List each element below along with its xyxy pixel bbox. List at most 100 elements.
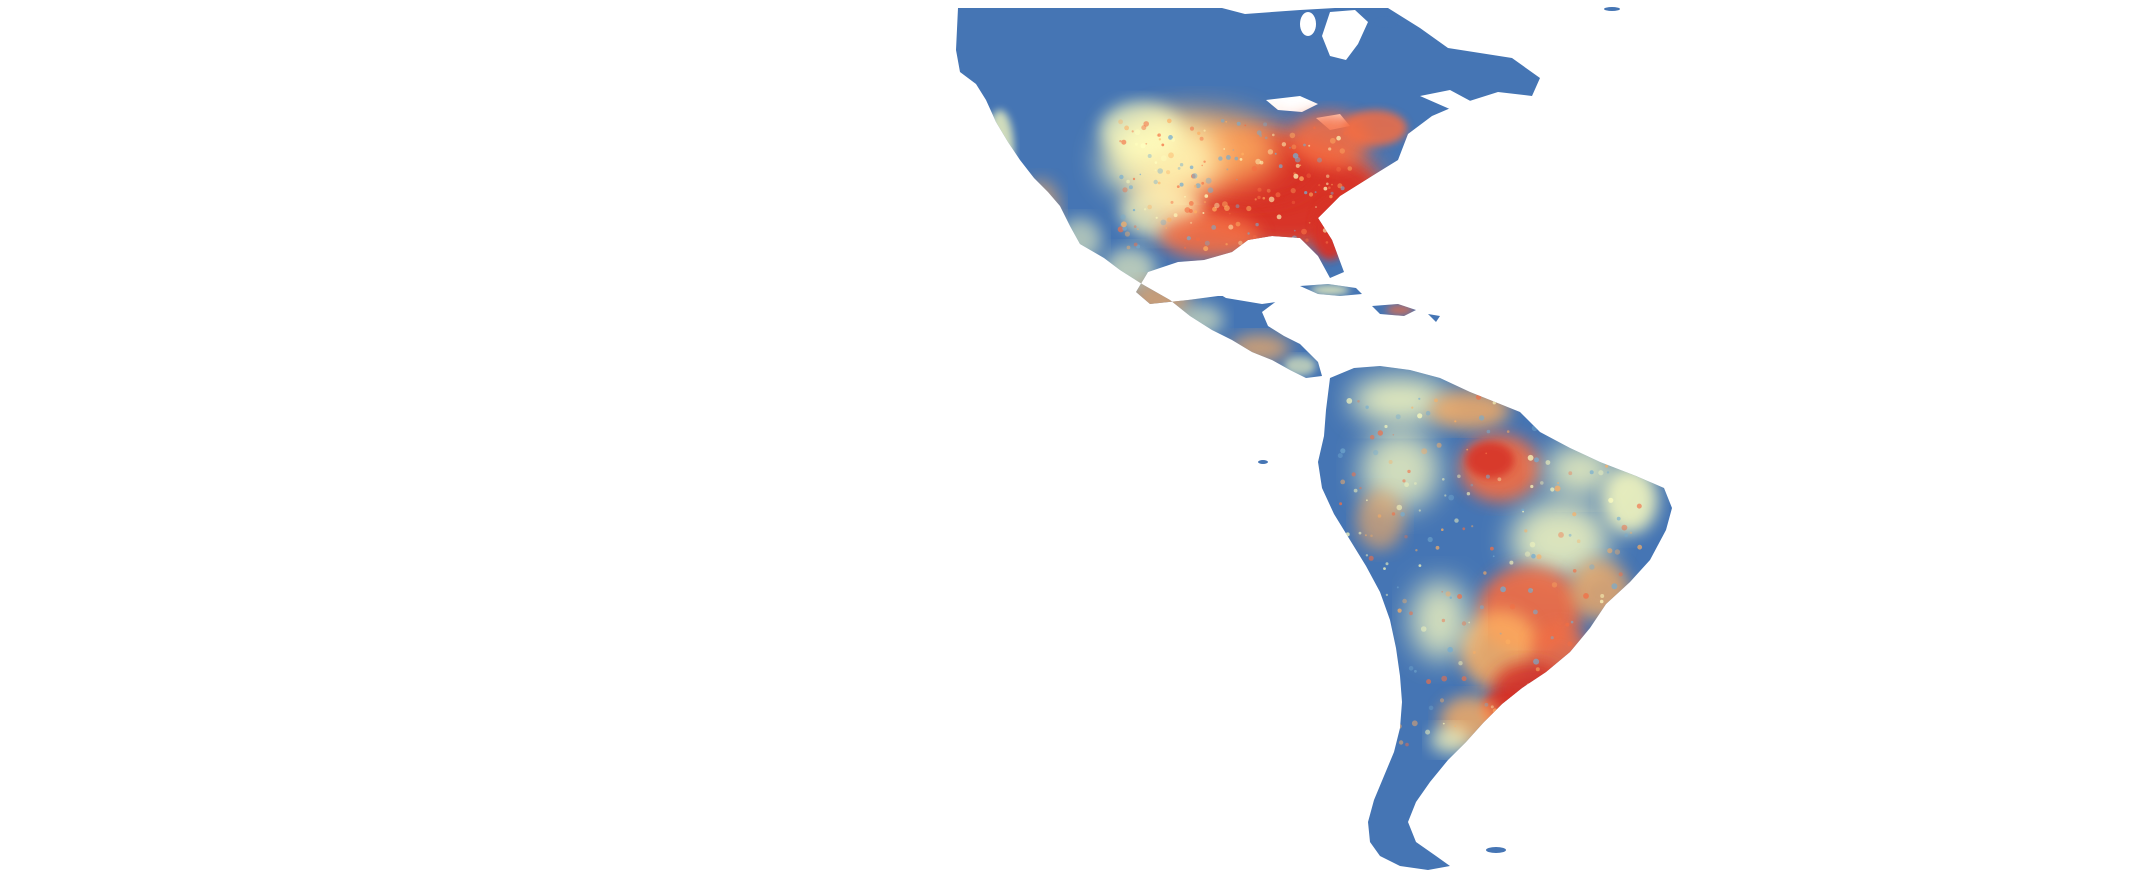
texture-speck xyxy=(1313,126,1316,129)
texture-speck xyxy=(1228,224,1234,230)
texture-speck xyxy=(1442,722,1445,725)
texture-speck xyxy=(1405,742,1409,747)
texture-speck xyxy=(1454,518,1459,523)
suitability-blob xyxy=(1312,200,1348,260)
texture-speck xyxy=(1147,204,1152,210)
texture-speck xyxy=(1340,186,1345,191)
texture-speck xyxy=(1605,464,1609,468)
texture-speck xyxy=(1329,215,1333,219)
texture-speck xyxy=(1184,246,1187,249)
texture-speck xyxy=(1225,120,1228,123)
texture-speck xyxy=(1203,129,1206,132)
suitability-layer xyxy=(986,102,1658,754)
texture-speck xyxy=(1315,206,1317,208)
texture-speck xyxy=(1353,611,1357,615)
texture-speck xyxy=(1404,535,1408,539)
texture-speck xyxy=(1329,194,1333,199)
texture-speck xyxy=(1625,443,1629,447)
texture-speck xyxy=(1554,674,1557,677)
hudson-bay-water xyxy=(1322,10,1368,60)
texture-speck xyxy=(1128,185,1133,190)
suitability-blob xyxy=(1058,218,1102,262)
texture-speck xyxy=(1377,430,1384,436)
texture-speck xyxy=(1396,586,1399,589)
texture-speck xyxy=(1224,205,1230,212)
texture-speck xyxy=(1383,567,1386,570)
texture-speck xyxy=(1612,395,1616,399)
texture-speck xyxy=(1234,156,1239,161)
texture-speck xyxy=(1581,421,1583,424)
texture-speck xyxy=(1616,454,1622,459)
texture-speck xyxy=(1490,705,1494,709)
texture-speck xyxy=(1244,124,1247,127)
texture-speck xyxy=(1247,232,1250,235)
texture-speck xyxy=(1506,430,1510,433)
texture-speck xyxy=(1322,228,1328,233)
texture-speck xyxy=(1618,572,1623,577)
texture-speck xyxy=(1445,591,1451,597)
texture-speck xyxy=(1118,119,1123,125)
texture-speck xyxy=(1485,474,1490,479)
texture-speck xyxy=(1124,125,1129,131)
texture-speck xyxy=(1635,584,1637,587)
texture-speck xyxy=(1143,208,1147,211)
texture-speck xyxy=(1226,168,1229,171)
texture-speck xyxy=(1338,230,1344,236)
texture-speck xyxy=(1571,437,1575,441)
texture-speck xyxy=(1139,173,1142,176)
texture-speck xyxy=(1555,718,1559,722)
texture-speck xyxy=(1576,539,1581,543)
suitability-blob xyxy=(1356,490,1404,550)
texture-speck xyxy=(1531,553,1536,559)
texture-speck xyxy=(1122,187,1128,193)
texture-speck xyxy=(1414,669,1417,673)
texture-speck xyxy=(1524,529,1528,533)
texture-speck xyxy=(1557,482,1560,484)
texture-speck xyxy=(1211,225,1217,230)
texture-speck xyxy=(1347,215,1350,219)
texture-speck xyxy=(1303,143,1306,147)
suitability-blob xyxy=(1310,285,1350,295)
texture-speck xyxy=(1573,702,1576,705)
texture-speck xyxy=(1529,400,1532,403)
texture-speck xyxy=(1479,605,1484,610)
texture-speck xyxy=(1157,181,1161,185)
texture-speck xyxy=(1353,199,1357,203)
texture-speck xyxy=(1262,196,1266,200)
texture-speck xyxy=(1345,532,1350,537)
texture-speck xyxy=(1336,166,1341,172)
texture-speck xyxy=(1132,177,1136,181)
texture-speck xyxy=(1345,708,1348,710)
texture-speck xyxy=(1454,725,1456,728)
texture-speck xyxy=(1516,403,1521,408)
texture-speck xyxy=(1308,192,1314,197)
texture-speck xyxy=(1568,533,1572,537)
texture-speck xyxy=(1189,165,1194,170)
texture-speck xyxy=(1418,509,1421,512)
texture-speck xyxy=(1226,155,1231,160)
suitability-blob xyxy=(1430,726,1470,754)
texture-speck xyxy=(1634,678,1638,682)
texture-speck xyxy=(1258,243,1263,247)
texture-speck xyxy=(1203,201,1207,204)
texture-speck xyxy=(1205,177,1212,184)
texture-speck xyxy=(1239,158,1243,161)
texture-speck xyxy=(1119,174,1124,180)
texture-speck xyxy=(1418,397,1421,400)
texture-speck xyxy=(1534,457,1539,463)
texture-speck xyxy=(1328,147,1332,151)
texture-speck xyxy=(1259,134,1263,137)
texture-speck xyxy=(1614,549,1621,555)
texture-speck xyxy=(1184,196,1186,198)
texture-speck xyxy=(1186,236,1191,241)
texture-speck xyxy=(1505,639,1511,645)
texture-speck xyxy=(1133,242,1138,247)
texture-speck xyxy=(1398,740,1404,745)
texture-speck xyxy=(1468,621,1471,624)
texture-speck xyxy=(1461,621,1467,626)
texture-speck xyxy=(1466,448,1469,451)
suitability-blob xyxy=(1386,305,1414,315)
texture-speck xyxy=(1352,223,1357,229)
texture-speck xyxy=(1611,583,1618,590)
texture-speck xyxy=(1418,564,1422,567)
